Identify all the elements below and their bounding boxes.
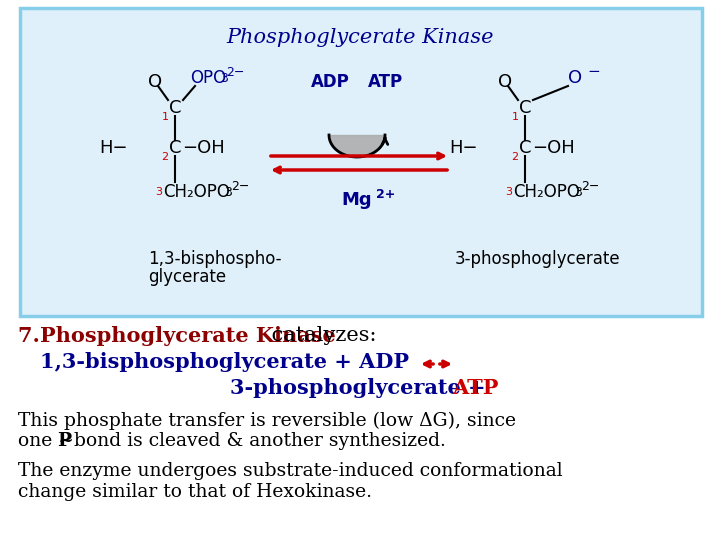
Text: The enzyme undergoes substrate-induced conformational: The enzyme undergoes substrate-induced c… — [18, 462, 562, 480]
Text: 3: 3 — [155, 187, 162, 197]
Text: OPO: OPO — [190, 69, 226, 87]
Bar — [20, 8, 702, 316]
Text: catalyzes:: catalyzes: — [265, 326, 377, 345]
Text: ATP: ATP — [452, 378, 498, 398]
Text: one ~: one ~ — [18, 432, 74, 450]
Text: Mg: Mg — [342, 191, 372, 209]
Text: ATP: ATP — [367, 73, 402, 91]
Text: 3: 3 — [574, 186, 582, 199]
Text: 2+: 2+ — [376, 188, 395, 201]
Text: −: − — [587, 64, 600, 79]
Text: CH₂OPO: CH₂OPO — [513, 183, 580, 201]
Text: change similar to that of Hexokinase.: change similar to that of Hexokinase. — [18, 483, 372, 501]
Text: glycerate: glycerate — [148, 268, 226, 286]
Text: C: C — [168, 139, 181, 157]
Text: bond is cleaved & another synthesized.: bond is cleaved & another synthesized. — [68, 432, 446, 450]
Text: 2−: 2− — [226, 65, 244, 78]
Text: 3-phosphoglycerate: 3-phosphoglycerate — [455, 250, 621, 268]
Text: C: C — [168, 99, 181, 117]
Text: 2: 2 — [161, 152, 168, 162]
Text: ADP: ADP — [310, 73, 349, 91]
Text: H−: H− — [449, 139, 478, 157]
Text: −OH: −OH — [182, 139, 225, 157]
Text: Phosphoglycerate Kinase: Phosphoglycerate Kinase — [40, 326, 336, 346]
Text: This phosphate transfer is reversible (low ΔG), since: This phosphate transfer is reversible (l… — [18, 412, 516, 430]
Text: 3: 3 — [224, 186, 232, 199]
Text: O: O — [498, 73, 512, 91]
Text: 1,3-bisphospho-: 1,3-bisphospho- — [148, 250, 282, 268]
Text: O: O — [568, 69, 582, 87]
Text: Phosphoglycerate Kinase: Phosphoglycerate Kinase — [226, 28, 494, 47]
Text: P: P — [57, 432, 71, 450]
Text: H−: H− — [99, 139, 128, 157]
Text: 2: 2 — [511, 152, 518, 162]
Text: 7.: 7. — [18, 326, 47, 346]
Text: CH₂OPO: CH₂OPO — [163, 183, 230, 201]
Text: 3: 3 — [220, 71, 228, 84]
Text: 2−: 2− — [231, 179, 249, 192]
Text: 1: 1 — [161, 112, 168, 122]
Text: 3-phosphoglycerate +: 3-phosphoglycerate + — [230, 378, 493, 398]
Text: 2−: 2− — [581, 179, 599, 192]
Text: 1,3-bisphosphoglycerate + ADP: 1,3-bisphosphoglycerate + ADP — [40, 352, 416, 372]
Text: C: C — [518, 99, 531, 117]
Text: −OH: −OH — [532, 139, 575, 157]
Text: O: O — [148, 73, 162, 91]
Text: C: C — [518, 139, 531, 157]
Text: 1: 1 — [511, 112, 518, 122]
Text: 3: 3 — [505, 187, 512, 197]
